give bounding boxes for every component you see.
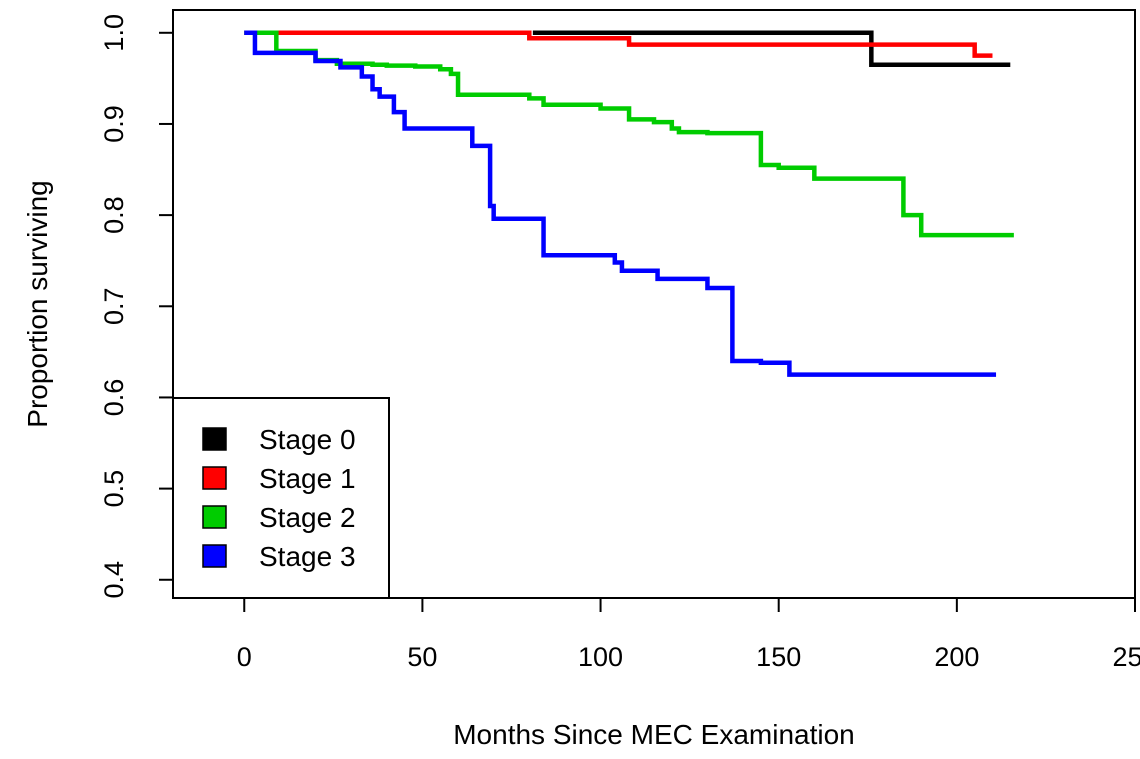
x-tick-label: 50 [407,642,437,672]
y-axis-title: Proportion surviving [22,180,53,427]
legend-label: Stage 0 [259,424,356,455]
legend-label: Stage 2 [259,502,356,533]
x-axis-title: Months Since MEC Examination [453,719,855,750]
y-tick-label: 0.6 [99,379,129,417]
y-tick-label: 0.9 [99,105,129,143]
legend-swatch [202,427,227,451]
legend-swatch [202,544,227,568]
y-tick-label: 0.4 [99,561,129,599]
x-tick-label: 250 [1112,642,1140,672]
y-tick-label: 0.5 [99,470,129,508]
legend-swatch [202,505,227,529]
series-line-2 [244,30,1014,238]
legend: Stage 0 Stage 1 Stage 2 Stage 3 [172,397,390,599]
x-tick-label: 200 [934,642,979,672]
y-tick-label: 0.8 [99,196,129,234]
y-tick-label: 0.7 [99,288,129,326]
legend-swatch [202,466,227,490]
legend-label: Stage 1 [259,463,356,494]
plot-frame [172,9,1136,599]
x-tick-label: 150 [756,642,801,672]
series-line-0 [532,30,1011,67]
y-axis: 0.4 0.5 0.6 0.7 0.8 0.9 1.0 [99,14,173,599]
series-layer [244,30,1014,377]
x-tick-label: 100 [578,642,623,672]
legend-label: Stage 3 [259,541,356,572]
y-tick-label: 1.0 [99,14,129,52]
series-line-1 [244,30,993,58]
series-line-3 [244,30,997,377]
x-axis: 0 50 100 150 200 250 [237,598,1140,672]
x-tick-label: 0 [237,642,252,672]
